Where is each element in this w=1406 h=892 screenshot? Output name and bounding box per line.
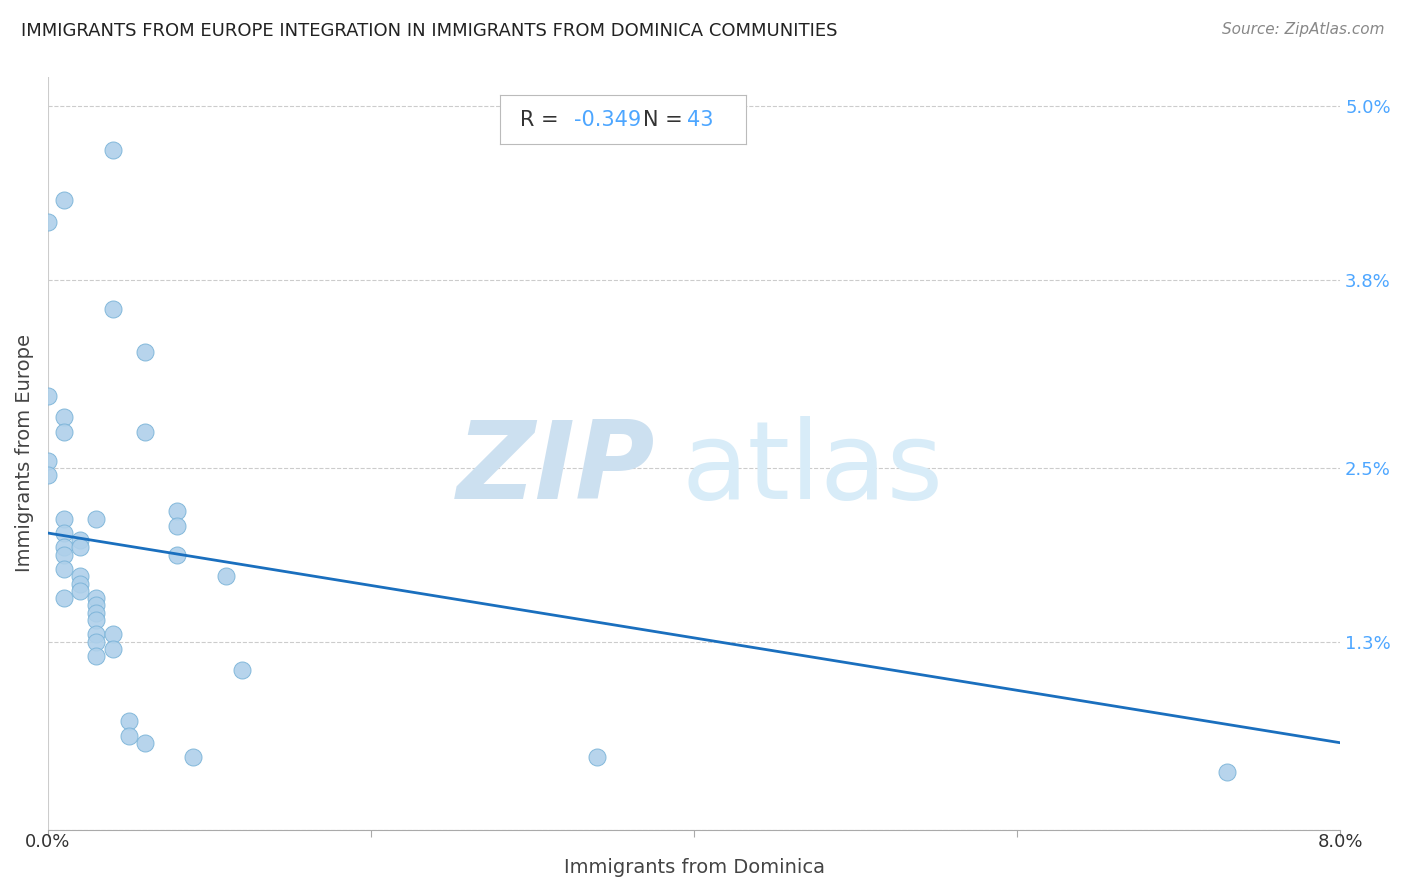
Y-axis label: Immigrants from Europe: Immigrants from Europe xyxy=(15,334,34,573)
Text: atlas: atlas xyxy=(681,416,943,522)
Point xyxy=(134,425,156,439)
Point xyxy=(86,606,108,620)
Text: ZIP: ZIP xyxy=(457,416,655,522)
Text: N =: N = xyxy=(643,110,689,130)
Point xyxy=(231,664,253,678)
Point xyxy=(53,526,76,541)
Point xyxy=(181,750,204,764)
Point xyxy=(53,410,76,425)
Point xyxy=(101,143,124,157)
Point xyxy=(37,389,59,403)
Point xyxy=(86,627,108,641)
Text: 43: 43 xyxy=(688,110,714,130)
X-axis label: Immigrants from Dominica: Immigrants from Dominica xyxy=(564,858,824,877)
Point xyxy=(69,569,91,583)
Point xyxy=(86,634,108,648)
Point xyxy=(53,194,76,208)
Text: IMMIGRANTS FROM EUROPE INTEGRATION IN IMMIGRANTS FROM DOMINICA COMMUNITIES: IMMIGRANTS FROM EUROPE INTEGRATION IN IM… xyxy=(21,22,838,40)
Point xyxy=(86,613,108,627)
Point xyxy=(86,511,108,525)
Point xyxy=(69,576,91,591)
Point xyxy=(134,345,156,359)
Text: 0.0%: 0.0% xyxy=(25,833,70,851)
Point xyxy=(166,518,188,533)
Point xyxy=(53,425,76,439)
Text: Source: ZipAtlas.com: Source: ZipAtlas.com xyxy=(1222,22,1385,37)
Point xyxy=(53,548,76,562)
Point xyxy=(69,583,91,598)
Point xyxy=(166,548,188,562)
Text: R =: R = xyxy=(520,110,565,130)
Point xyxy=(86,648,108,663)
Point xyxy=(37,468,59,483)
Point xyxy=(69,541,91,555)
Text: 8.0%: 8.0% xyxy=(1317,833,1362,851)
Point xyxy=(37,453,59,467)
Point xyxy=(134,736,156,750)
Point xyxy=(1216,764,1239,779)
Point xyxy=(37,215,59,229)
Point xyxy=(118,714,141,728)
Point xyxy=(214,569,236,583)
Point xyxy=(53,562,76,576)
Point xyxy=(53,511,76,525)
Point xyxy=(101,301,124,316)
Point xyxy=(53,541,76,555)
Point xyxy=(69,533,91,548)
Point xyxy=(86,599,108,613)
Point xyxy=(166,504,188,518)
Point xyxy=(101,627,124,641)
Point xyxy=(118,729,141,743)
Text: -0.349: -0.349 xyxy=(574,110,641,130)
Point xyxy=(586,750,609,764)
Point xyxy=(86,591,108,606)
Point xyxy=(53,591,76,606)
Point xyxy=(101,641,124,656)
